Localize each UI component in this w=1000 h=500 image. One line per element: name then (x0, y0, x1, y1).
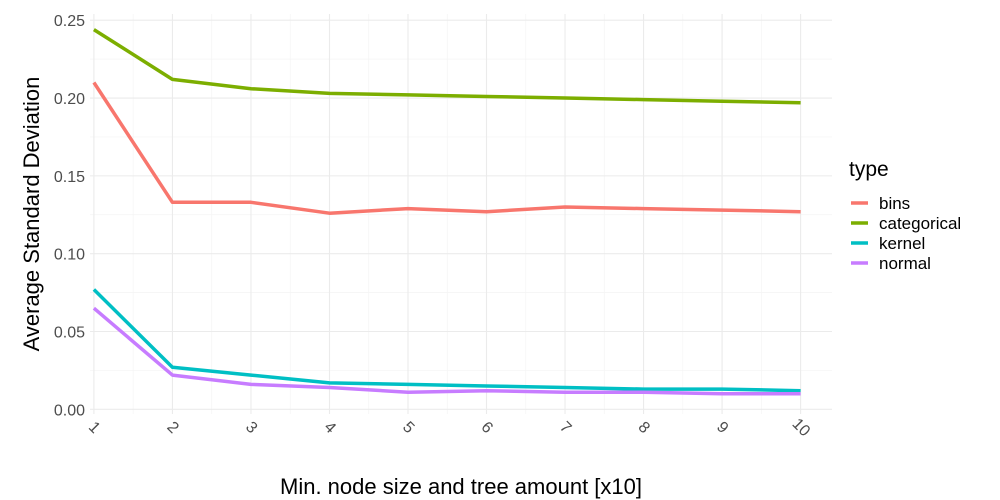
series-layer (92, 28, 801, 396)
legend-label-categorical: categorical (879, 214, 961, 233)
minor-grid (90, 14, 832, 414)
legend-label-bins: bins (879, 194, 910, 213)
y-tick-label: 0.25 (54, 13, 85, 30)
legend-label-kernel: kernel (879, 234, 925, 253)
legend-label-normal: normal (879, 254, 931, 273)
y-tick-label: 0.10 (54, 247, 85, 264)
x-tick-label: 10 (788, 415, 813, 440)
y-tick-label: 0.20 (54, 91, 85, 108)
x-tick-label: 3 (242, 419, 260, 437)
y-axis-ticks: 0.00 0.05 0.10 0.15 0.20 0.25 (54, 13, 85, 419)
series-line-kernel (92, 288, 801, 393)
x-tick-label: 8 (635, 419, 653, 437)
x-axis-ticks: 1 2 3 4 5 6 7 8 9 10 (85, 415, 813, 440)
series-line-categorical (92, 28, 801, 105)
series-line-normal (92, 306, 801, 396)
plot-panel (90, 14, 832, 414)
y-tick-label: 0.15 (54, 169, 85, 186)
legend-title: type (849, 158, 889, 181)
x-tick-label: 4 (321, 419, 339, 437)
x-tick-label: 2 (163, 419, 181, 437)
x-tick-label: 5 (399, 419, 417, 437)
x-tick-label: 1 (85, 419, 103, 437)
y-tick-label: 0.00 (54, 402, 85, 419)
y-axis-title: Average Standard Deviation (19, 77, 44, 352)
y-tick-label: 0.05 (54, 325, 85, 342)
x-axis-title: Min. node size and tree amount [x10] (280, 474, 642, 499)
series-line-bins (92, 81, 801, 215)
x-tick-label: 6 (478, 419, 496, 437)
x-tick-label: 9 (713, 419, 731, 437)
x-tick-label: 7 (556, 419, 574, 437)
